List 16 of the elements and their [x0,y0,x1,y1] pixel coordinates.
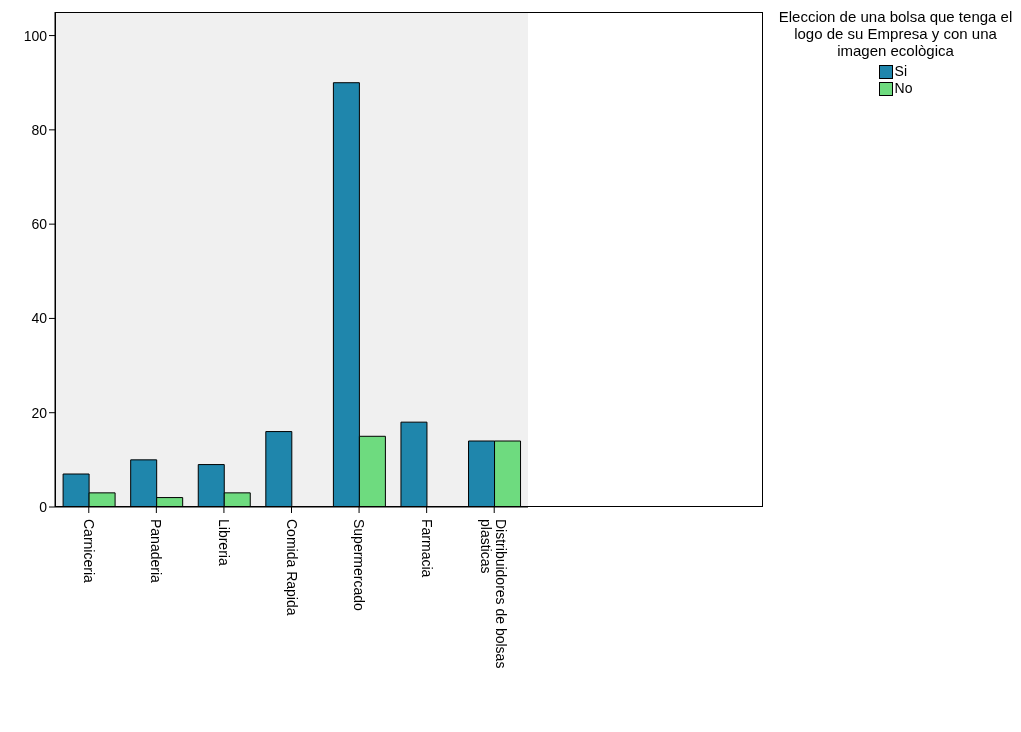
y-tick-label: 40 [31,310,48,327]
legend-label: No [894,80,913,97]
x-tick-label: Comida Rapida [283,519,300,616]
y-tick-label: 80 [31,121,48,138]
y-tick-label: 20 [31,404,48,421]
x-tick-label: Panaderia [148,519,165,584]
y-tick-label: 60 [31,216,48,233]
x-tick-label: Supermercado [351,519,368,612]
y-tick-label: 100 [23,27,48,44]
legend-label: Si [894,63,907,80]
x-tick-label: Farmacia [418,519,435,578]
x-tick-label: Libreria [215,519,232,566]
legend-title: Eleccion de una bolsa que tenga el logo de su Empresa y con una imagen ecològica [778,8,1013,59]
x-tick-label: Distribuidores de bolsas plasticas [478,519,510,669]
y-tick-label: 0 [39,498,48,515]
x-tick-label: Carniceria [80,519,97,584]
